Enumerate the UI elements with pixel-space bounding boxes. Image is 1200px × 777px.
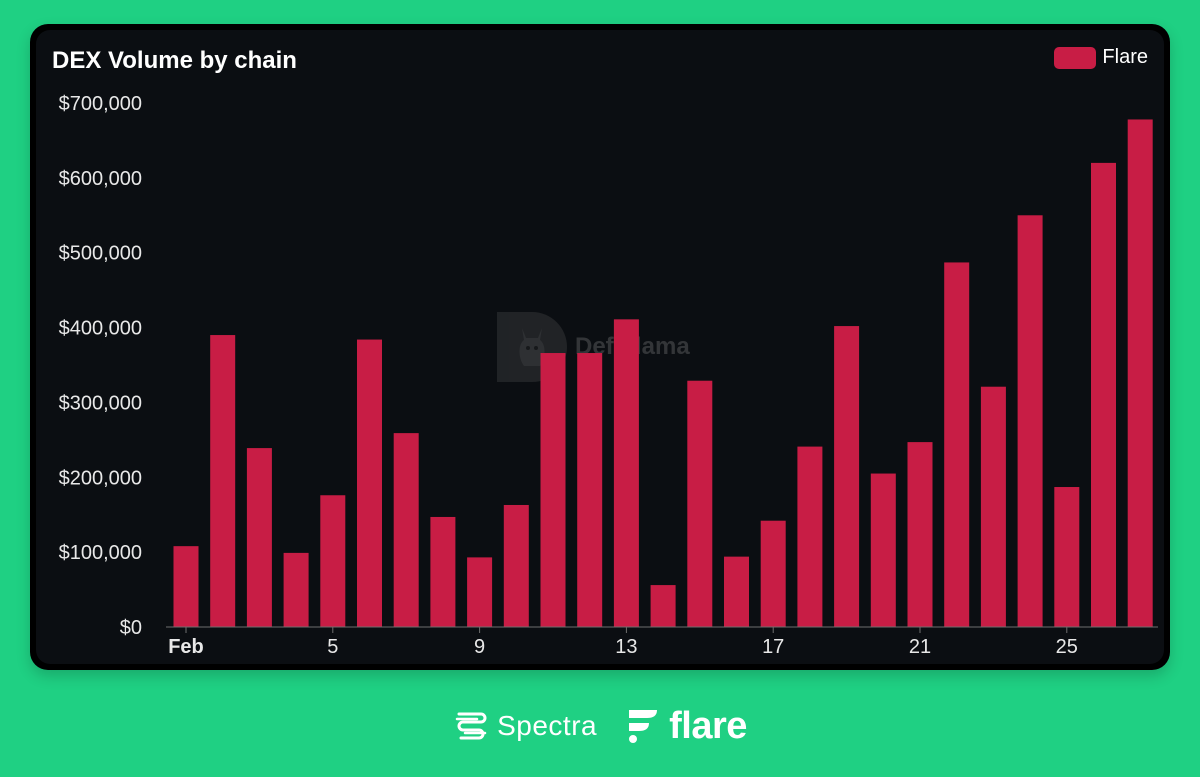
bar bbox=[173, 546, 199, 627]
y-tick-label: $300,000 bbox=[59, 392, 142, 414]
bar bbox=[980, 386, 1006, 627]
bar bbox=[393, 433, 419, 627]
chart-card: DEX Volume by chain Flare DefiLlama $0$1… bbox=[30, 24, 1170, 670]
spectra-name: Spectra bbox=[497, 710, 598, 741]
x-tick-label: 25 bbox=[1056, 636, 1078, 658]
y-tick-label: $0 bbox=[120, 617, 142, 639]
bar bbox=[246, 448, 272, 627]
bar bbox=[760, 520, 786, 627]
bar bbox=[357, 339, 382, 627]
bar-chart-plot: $0 $100,000 $200,000 $300,000 $400,000 $500,0… bbox=[59, 93, 1158, 658]
flare-brand: flare bbox=[625, 705, 747, 748]
x-tick-label: 17 bbox=[762, 636, 784, 658]
y-tick-label: $700,000 bbox=[59, 93, 142, 115]
bar bbox=[430, 516, 456, 627]
flare-name: flare bbox=[669, 704, 747, 747]
bar bbox=[834, 326, 860, 627]
legend-swatch bbox=[1054, 46, 1097, 69]
x-tick-label: 13 bbox=[615, 636, 637, 658]
bar bbox=[577, 353, 603, 627]
bar bbox=[467, 557, 493, 627]
bar bbox=[320, 495, 346, 627]
bar bbox=[870, 473, 896, 627]
bar bbox=[1091, 162, 1116, 627]
x-tick-label: Feb bbox=[168, 636, 204, 658]
bar bbox=[1127, 119, 1153, 628]
bar bbox=[1017, 215, 1043, 628]
y-tick-label: $600,000 bbox=[59, 168, 142, 190]
flare-logo-icon bbox=[629, 710, 658, 743]
bar bbox=[907, 442, 933, 627]
bar bbox=[613, 319, 639, 627]
bar bbox=[944, 262, 970, 627]
bar bbox=[687, 380, 713, 627]
spectra-logo-icon bbox=[455, 712, 487, 740]
y-tick-label: $200,000 bbox=[59, 467, 142, 489]
y-tick-label: $100,000 bbox=[59, 542, 142, 564]
y-tick-label: $500,000 bbox=[59, 243, 142, 265]
x-tick-label: 21 bbox=[909, 636, 931, 658]
bar bbox=[797, 446, 823, 627]
x-tick-label: 9 bbox=[474, 636, 485, 658]
chart-title: DEX Volume by chain bbox=[52, 47, 297, 74]
footer-brands: Spectra flare bbox=[0, 702, 1200, 750]
spectra-brand: Spectra bbox=[453, 710, 597, 742]
chart-panel: DEX Volume by chain Flare DefiLlama $0$1… bbox=[36, 30, 1164, 664]
bar bbox=[1054, 487, 1080, 627]
bar bbox=[210, 335, 236, 627]
x-tick-label: 5 bbox=[327, 636, 338, 658]
bar bbox=[283, 552, 309, 627]
bar bbox=[503, 504, 529, 627]
bar bbox=[650, 585, 676, 627]
bar bbox=[724, 556, 749, 627]
legend-label: Flare bbox=[1102, 46, 1148, 68]
y-tick-label: $400,000 bbox=[59, 318, 142, 340]
legend[interactable]: Flare bbox=[1054, 46, 1148, 69]
bar bbox=[540, 353, 566, 627]
